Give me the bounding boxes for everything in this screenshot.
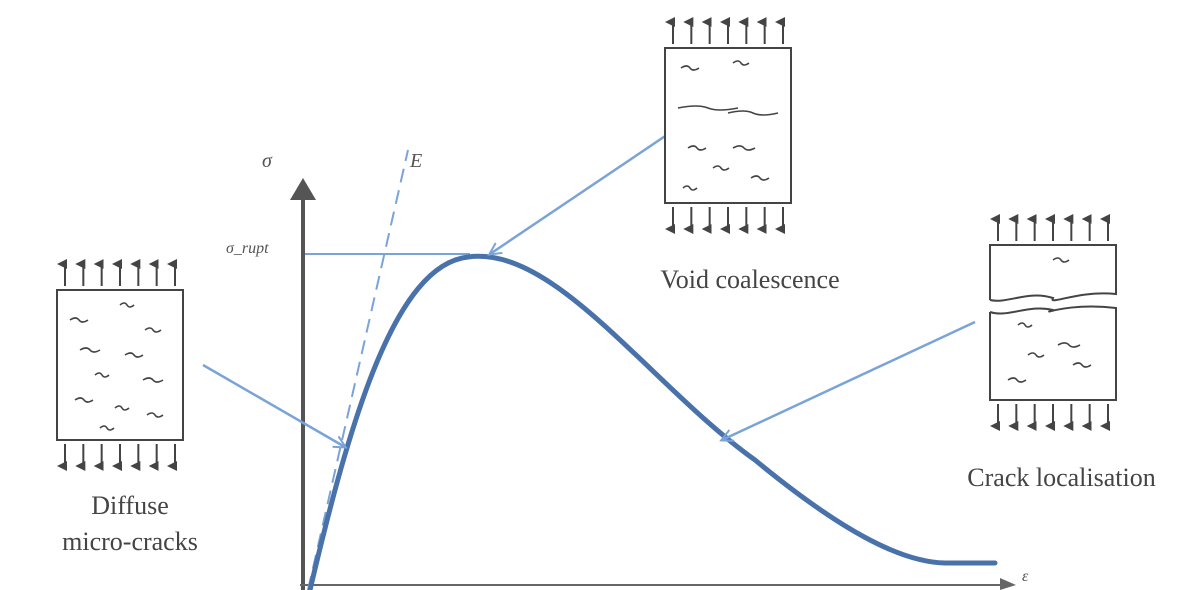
micro-crack xyxy=(1017,322,1033,328)
micro-crack xyxy=(114,405,130,411)
sample-crack-localisation xyxy=(989,214,1117,431)
pointer-void xyxy=(490,116,693,254)
pointer-diffuse xyxy=(202,363,345,447)
sample-void-coalescence xyxy=(664,17,792,234)
micro-crack xyxy=(119,302,135,308)
x-axis-symbol: ε xyxy=(1022,568,1029,585)
specimen-upper-half xyxy=(989,244,1117,302)
specimen-lower-half xyxy=(989,305,1117,401)
micro-crack xyxy=(124,352,144,358)
micro-crack xyxy=(687,145,707,151)
elastic-slope-line xyxy=(307,149,409,590)
micro-crack xyxy=(1027,352,1045,358)
slope-symbol: E xyxy=(410,150,423,172)
x-axis-arrowhead xyxy=(1000,578,1016,590)
micro-crack xyxy=(727,110,779,116)
micro-crack xyxy=(750,175,770,181)
specimen-block xyxy=(56,289,184,441)
micro-crack xyxy=(69,317,89,323)
micro-crack xyxy=(1057,342,1081,348)
micro-crack xyxy=(144,327,162,333)
micro-crack xyxy=(142,377,164,383)
specimen-block xyxy=(664,47,792,204)
caption-crack: Crack localisation xyxy=(967,463,1156,492)
micro-crack xyxy=(1007,377,1027,383)
peak-stress-label: σ_rupt xyxy=(226,240,269,257)
micro-crack xyxy=(677,105,739,111)
micro-crack xyxy=(74,397,94,403)
y-axis-arrowhead xyxy=(290,178,316,200)
micro-crack xyxy=(79,347,101,353)
micro-crack xyxy=(712,165,730,171)
micro-crack xyxy=(732,145,756,151)
pointer-crack xyxy=(722,320,976,440)
caption-void: Void coalescence xyxy=(660,265,840,294)
micro-crack xyxy=(682,185,698,191)
stress-strain-curve xyxy=(307,253,998,590)
caption-diffuse-line1: Diffuse xyxy=(91,491,169,520)
micro-crack xyxy=(94,372,110,378)
micro-crack xyxy=(1072,362,1092,368)
micro-crack xyxy=(146,412,164,418)
caption-diffuse: Diffuse micro-cracks xyxy=(20,488,240,560)
micro-crack xyxy=(99,425,115,431)
y-axis-symbol: σ xyxy=(262,150,272,172)
caption-diffuse-line2: micro-cracks xyxy=(62,527,198,556)
micro-crack xyxy=(680,65,700,71)
micro-crack xyxy=(732,60,750,66)
sample-diffuse-micro-cracks xyxy=(56,259,184,471)
micro-crack xyxy=(1052,257,1070,263)
